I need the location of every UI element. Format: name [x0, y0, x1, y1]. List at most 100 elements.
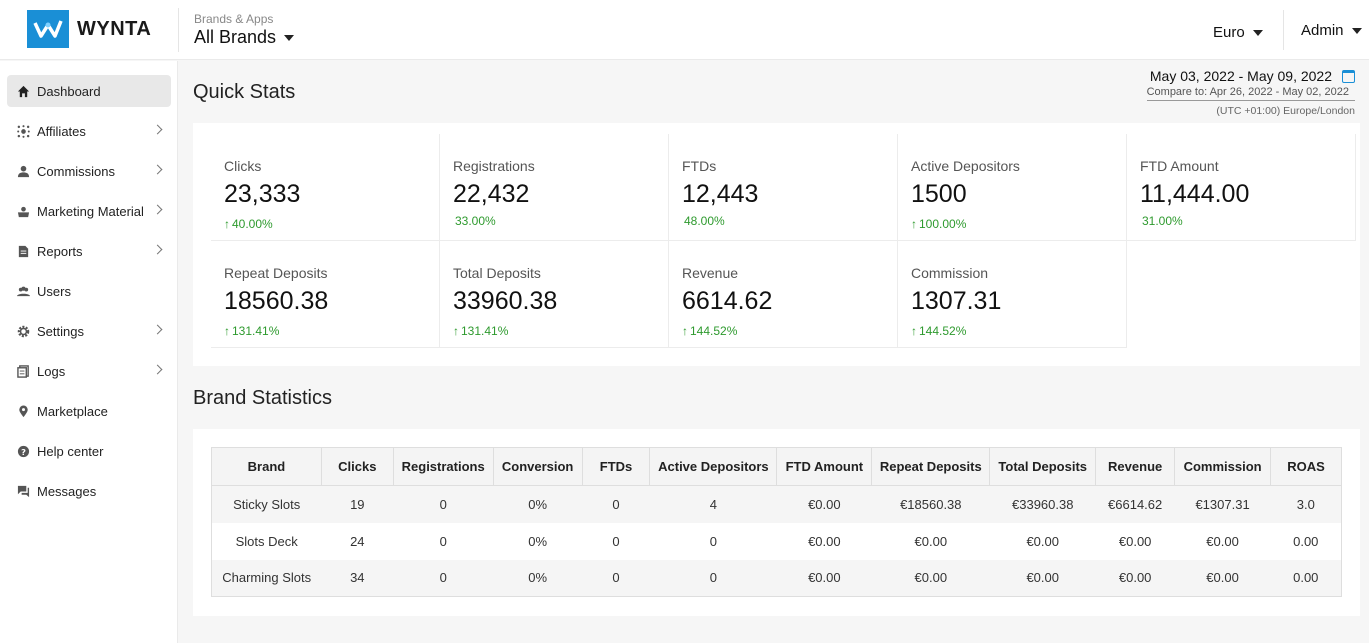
column-header[interactable]: ROAS	[1270, 447, 1342, 486]
logo-mark-icon	[27, 10, 69, 48]
sidebar-item-label: Users	[37, 283, 71, 299]
sidebar-item-logs[interactable]: Logs	[7, 355, 171, 387]
stat-label: Registrations	[453, 158, 535, 174]
table-cell: Slots Deck	[211, 522, 322, 560]
sidebar-item-label: Help center	[37, 443, 104, 459]
arrow-up-icon: ↑	[911, 217, 917, 231]
table-cell: 0%	[493, 559, 583, 597]
column-header[interactable]: Brand	[211, 447, 322, 486]
stat-value: 1307.31	[911, 287, 1002, 315]
table-cell: 0	[649, 522, 777, 560]
stat-value: 6614.62	[682, 287, 773, 315]
column-header[interactable]: Total Deposits	[989, 447, 1097, 486]
location-icon	[16, 404, 30, 418]
sidebar-item-reports[interactable]: Reports	[7, 235, 171, 267]
arrow-up-icon: ↑	[682, 324, 688, 338]
sidebar-item-marketplace[interactable]: Marketplace	[7, 395, 171, 427]
svg-text:?: ?	[21, 446, 26, 456]
table-cell: 0.00	[1270, 522, 1342, 560]
stat-value: 23,333	[224, 180, 301, 208]
table-cell: €0.00	[989, 522, 1096, 560]
table-cell: €1307.31	[1174, 485, 1271, 523]
sidebar-item-label: Affiliates	[37, 123, 86, 139]
table-cell: €0.00	[776, 522, 872, 560]
stat-value: 11,444.00	[1140, 180, 1250, 208]
stat-commission: Commission 1307.31 ↑ 144.52%	[898, 241, 1127, 348]
table-cell: 3.0	[1270, 485, 1342, 523]
stat-total-deposits: Total Deposits 33960.38 ↑ 131.41%	[440, 241, 669, 348]
brand-selector-value: All Brands	[194, 27, 277, 47]
table-header-row: Brand Clicks Registrations Conversion FT…	[211, 447, 1342, 486]
stat-label: Clicks	[224, 158, 262, 174]
table-cell: 0	[393, 559, 494, 597]
chevron-right-icon	[152, 324, 163, 335]
stat-label: Commission	[911, 265, 989, 281]
sidebar-item-settings[interactable]: Settings	[7, 315, 171, 347]
table-cell: €0.00	[871, 522, 990, 560]
stat-change: ↑ 131.41%	[224, 324, 280, 338]
logo[interactable]: WYNTA	[27, 10, 151, 48]
user-menu[interactable]: Admin	[1301, 22, 1362, 39]
sidebar-item-label: Dashboard	[37, 83, 101, 99]
stat-change: ↑ 40.00%	[224, 217, 273, 231]
column-header[interactable]: Repeat Deposits	[871, 447, 991, 486]
sidebar: Dashboard Affiliates Commissions Marketi…	[0, 61, 178, 643]
brand-statistics-title: Brand Statistics	[193, 387, 332, 409]
stat-value: 1500	[911, 180, 967, 208]
calendar-icon[interactable]	[1342, 69, 1355, 83]
caret-down-icon	[1351, 27, 1362, 34]
stat-ftd-amount: FTD Amount 11,444.00 31.00%	[1127, 134, 1356, 241]
top-header: WYNTA Brands & Apps All Brands Euro Admi…	[0, 0, 1369, 60]
stat-ftds: FTDs 12,443 48.00%	[669, 134, 898, 241]
stat-value: 22,432	[453, 180, 530, 208]
table-row: Slots Deck 24 0 0% 0 0 €0.00 €0.00 €0.00 €0.00 €0.…	[211, 522, 1342, 560]
commissions-icon	[16, 164, 30, 178]
stat-repeat-deposits: Repeat Deposits 18560.38 ↑ 131.41%	[211, 241, 440, 348]
column-header[interactable]: Clicks	[320, 447, 394, 486]
stat-change: 31.00%	[1142, 214, 1183, 228]
sidebar-item-label: Marketplace	[37, 403, 108, 419]
column-header[interactable]: Registrations	[392, 447, 494, 486]
timezone-label: (UTC +01:00) Europe/London	[1216, 105, 1355, 117]
table-cell: €0.00	[776, 559, 872, 597]
header-divider	[1283, 10, 1284, 50]
sidebar-item-affiliates[interactable]: Affiliates	[7, 115, 171, 147]
table-cell: Sticky Slots	[211, 485, 322, 523]
sidebar-item-users[interactable]: Users	[7, 275, 171, 307]
quick-stats-title: Quick Stats	[193, 81, 296, 103]
stat-change: ↑ 131.41%	[453, 324, 509, 338]
stat-label: Repeat Deposits	[224, 265, 328, 281]
sidebar-item-label: Reports	[37, 243, 83, 259]
table-cell: €0.00	[1174, 559, 1271, 597]
stat-label: Revenue	[682, 265, 739, 281]
sidebar-item-help-center[interactable]: ? Help center	[7, 435, 171, 467]
column-header[interactable]: FTDs	[581, 447, 651, 486]
chevron-right-icon	[152, 364, 163, 375]
users-icon	[16, 284, 30, 298]
chevron-right-icon	[152, 204, 163, 215]
currency-value: Euro	[1213, 24, 1245, 41]
logo-text: WYNTA	[77, 17, 152, 40]
gear-icon	[16, 324, 30, 338]
table-cell: 0	[582, 559, 650, 597]
column-header[interactable]: Revenue	[1095, 447, 1176, 486]
quick-stats-card: Clicks 23,333 ↑ 40.00% Registrations 22,4…	[193, 123, 1360, 366]
sidebar-item-commissions[interactable]: Commissions	[7, 155, 171, 187]
table-cell: €18560.38	[871, 485, 990, 523]
stat-clicks: Clicks 23,333 ↑ 40.00%	[211, 134, 440, 241]
column-header[interactable]: Active Depositors	[649, 447, 778, 486]
column-header[interactable]: FTD Amount	[776, 447, 873, 486]
column-header[interactable]: Conversion	[492, 447, 583, 486]
date-range-picker[interactable]: May 03, 2022 - May 09, 2022 Compare to: …	[1146, 68, 1355, 117]
sidebar-item-marketing-material[interactable]: Marketing Material	[7, 195, 171, 227]
currency-selector[interactable]: Euro	[1213, 24, 1263, 41]
brand-statistics-table: Brand Clicks Registrations Conversion FT…	[211, 447, 1342, 597]
stat-change: ↑ 144.52%	[911, 324, 967, 338]
logs-icon	[16, 364, 30, 378]
table-row: Sticky Slots 19 0 0% 0 4 €0.00 €18560.38 €33960.…	[211, 485, 1342, 523]
sidebar-item-dashboard[interactable]: Dashboard	[7, 75, 171, 107]
sidebar-item-messages[interactable]: Messages	[7, 475, 171, 507]
column-header[interactable]: Commission	[1174, 447, 1272, 486]
brand-selector[interactable]: Brands & Apps All Brands	[194, 12, 295, 48]
table-cell: €0.00	[989, 559, 1096, 597]
